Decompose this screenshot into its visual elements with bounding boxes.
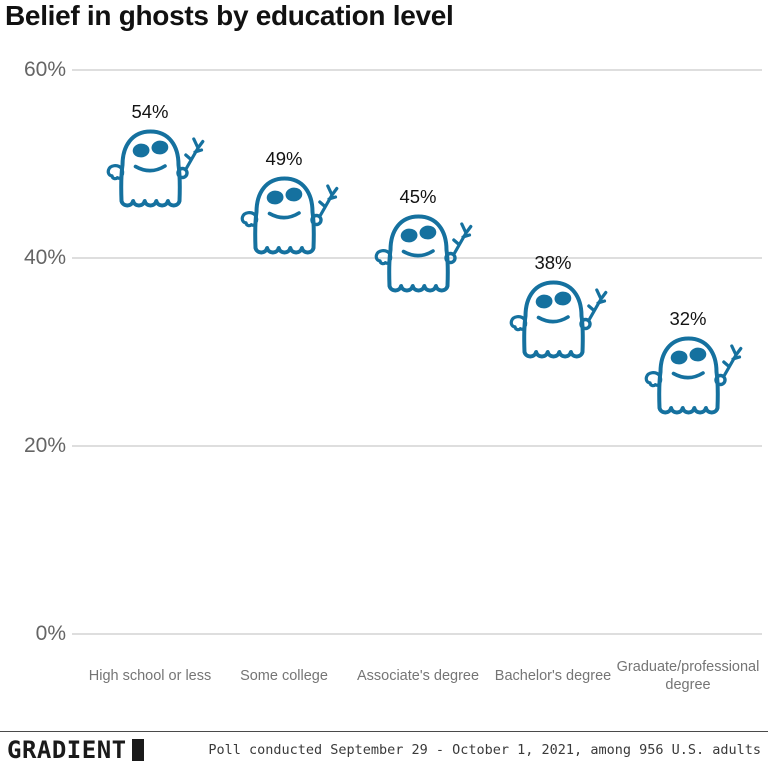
x-axis-label: Associate's degree — [356, 667, 480, 684]
plot-area: 0% 20% 40% 60% 54% High school or less 49% Some… — [23, 58, 762, 693]
gridline — [72, 257, 762, 259]
y-tick-label: 0% — [35, 622, 66, 645]
y-tick-label: 40% — [23, 246, 66, 269]
x-axis-label: High school or less — [88, 667, 212, 684]
value-label: 38% — [534, 251, 572, 273]
value-label: 54% — [131, 101, 169, 123]
x-axis-label: Bachelor's degree — [494, 667, 612, 684]
value-label: 32% — [669, 308, 707, 330]
ghost-data-point-icon — [239, 176, 339, 255]
ghost-data-point-icon — [105, 129, 205, 208]
x-axis-label: Some college — [240, 667, 328, 684]
ghost-data-point-icon — [373, 214, 473, 293]
footer: GRADIENT Poll conducted September 29 - O… — [0, 731, 768, 768]
ghost-data-point-icon — [508, 280, 608, 359]
gridline — [72, 69, 762, 71]
y-tick-label: 60% — [23, 58, 66, 81]
source-note: Poll conducted September 29 - October 1,… — [208, 742, 761, 758]
chart-title: Belief in ghosts by education level — [5, 0, 454, 31]
brand-logo: GRADIENT — [7, 736, 144, 764]
gridline — [72, 633, 762, 635]
y-tick-label: 20% — [23, 434, 66, 457]
value-label: 45% — [399, 186, 437, 207]
brand-logo-text: GRADIENT — [7, 736, 127, 764]
ghost-data-point-icon — [643, 336, 743, 415]
value-label: 49% — [265, 148, 303, 170]
x-axis-label: Graduate/professional degree — [616, 658, 760, 693]
gridline — [72, 445, 762, 447]
brand-logo-block-icon — [131, 739, 144, 761]
